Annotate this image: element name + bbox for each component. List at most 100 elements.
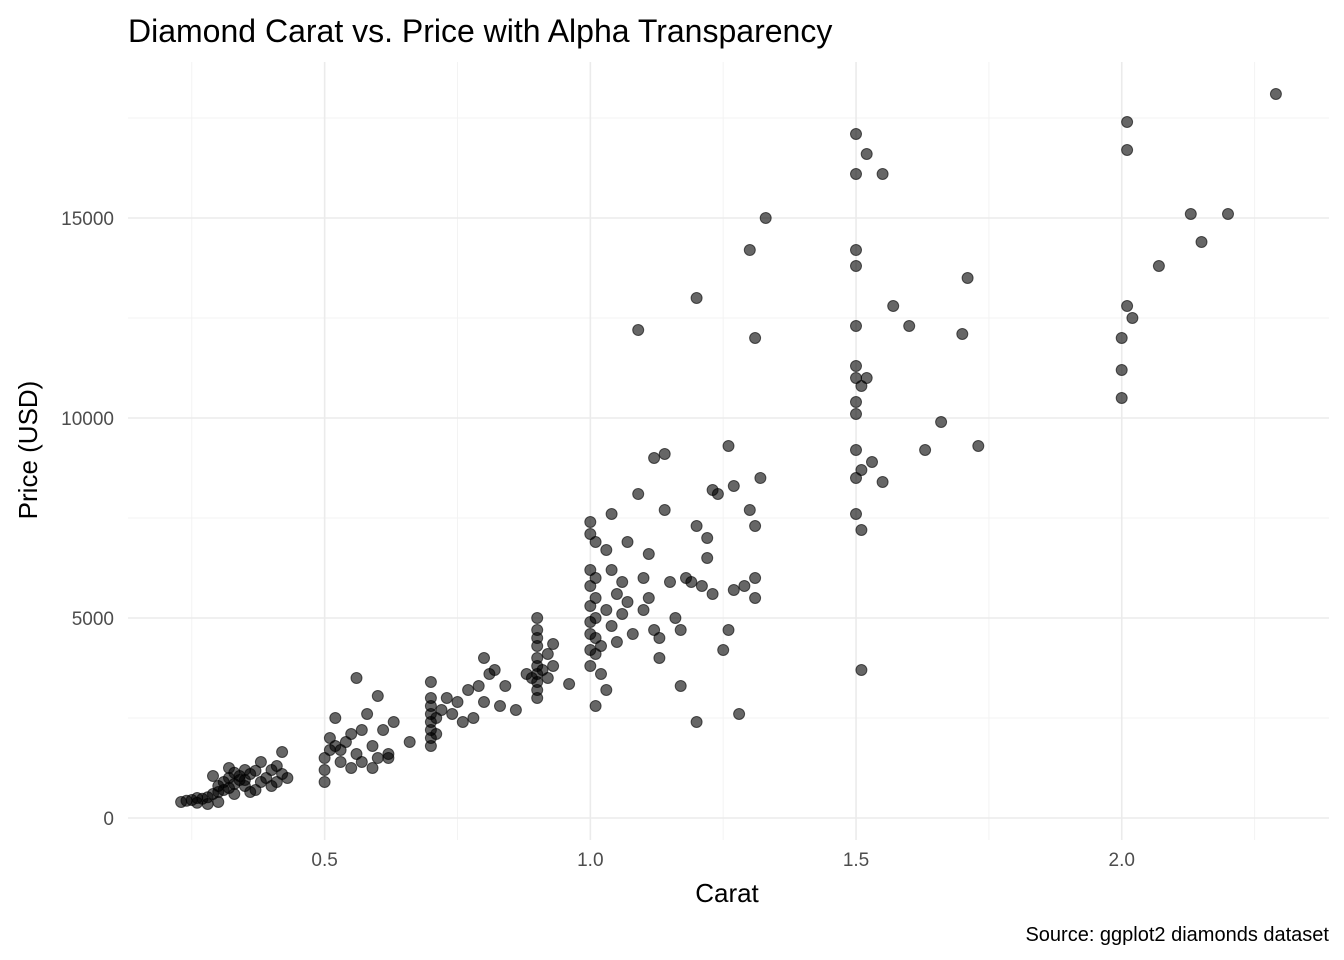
data-point [664,576,676,588]
data-point [850,128,862,140]
data-point [610,636,623,648]
data-point [600,544,613,556]
data-point [589,536,602,548]
data-point [685,576,698,588]
data-point [600,684,613,696]
data-point [270,776,283,788]
chart-title: Diamond Carat vs. Price with Alpha Trans… [128,13,832,49]
data-point [318,776,331,788]
data-point [706,588,719,600]
data-point [653,652,666,664]
caption: Source: ggplot2 diamonds dataset [1025,924,1329,946]
data-point [850,320,862,332]
y-tick-label: 10000 [61,409,114,430]
data-point [249,764,262,777]
data-point [961,272,974,284]
data-point [541,672,554,684]
data-point [382,752,395,764]
data-point [467,712,480,724]
data-point [228,788,241,800]
data-point [637,604,650,616]
data-point [935,416,948,428]
data-point [850,260,862,272]
data-point [855,664,868,676]
data-point [472,680,485,692]
data-point [621,596,634,608]
data-point [446,708,459,720]
data-point [547,660,560,672]
data-point [1115,392,1128,404]
data-point [690,716,703,728]
data-point [876,168,889,180]
data-point [541,648,554,660]
data-point [334,744,347,756]
data-point [212,796,225,808]
data-point [366,762,379,774]
data-point [456,716,469,728]
data-point [440,692,453,704]
data-point [701,552,714,564]
data-point [733,708,746,720]
data-point [589,612,602,624]
data-point [616,608,629,620]
data-point [191,796,204,809]
data-point [276,746,289,758]
data-point [228,766,241,779]
data-point [887,300,900,312]
data-point [589,592,602,604]
data-point [451,696,464,708]
data-point [632,324,645,336]
data-point [653,632,666,644]
data-point [855,524,868,536]
data-point [860,372,873,384]
data-point [345,762,358,774]
data-point [658,504,671,516]
x-tick-label: 1.5 [843,850,869,871]
x-tick-label: 0.5 [311,850,337,871]
data-point [1115,332,1128,344]
data-point [403,736,416,748]
data-point [749,592,762,604]
data-point [701,532,714,544]
y-tick-label: 15000 [61,209,114,230]
data-point [621,536,634,548]
data-point [722,624,735,636]
data-point [727,584,740,596]
data-point [499,680,512,692]
data-point [377,724,390,736]
data-point [616,576,629,588]
data-point [717,644,730,656]
data-point [366,740,379,752]
y-tick-label: 5000 [72,609,114,630]
data-points [175,88,1282,810]
data-point [371,690,384,702]
data-point [972,440,985,452]
data-point [329,712,342,724]
data-point [632,488,645,500]
data-point [494,700,506,712]
data-point [674,624,687,636]
data-point [1121,300,1134,312]
data-point [1126,312,1139,324]
data-point [866,456,878,468]
data-point [355,724,368,736]
data-point [478,696,490,708]
data-point [355,756,368,768]
data-point [254,756,267,768]
data-point [318,764,331,776]
data-point [759,212,772,224]
data-point [600,604,613,616]
data-point [690,520,703,532]
data-point [850,168,862,180]
data-point [350,672,363,684]
data-point [749,520,762,532]
data-point [435,704,448,716]
data-point [1222,208,1234,220]
data-point [531,692,544,704]
data-point [648,452,661,464]
data-point [509,704,522,716]
data-point [903,320,916,332]
data-point [207,770,219,782]
data-point [642,592,655,604]
